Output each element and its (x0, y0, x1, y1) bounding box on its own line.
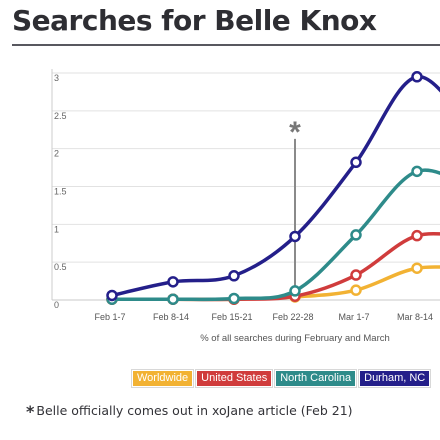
legend-item: United States (195, 369, 274, 388)
data-point (350, 284, 362, 296)
y-axis-ticks: 0 0.5 1 1.5 2 2.5 3 (54, 73, 67, 310)
series-line (110, 168, 440, 302)
chart-grid (51, 69, 440, 301)
y-tick-label: 2 (54, 149, 59, 159)
data-point (106, 289, 118, 302)
data-point (228, 292, 240, 305)
data-point (350, 156, 362, 169)
data-point (350, 269, 362, 281)
footnote: * Belle officially comes out in xoJane ar… (26, 402, 353, 421)
data-point (411, 229, 423, 242)
line-chart: 00.511.522.53 Feb 1-7 Feb 8-14 Feb 15-21 Fe… (51, 69, 440, 344)
legend-item: Durham, NC (358, 369, 432, 388)
data-point (289, 285, 301, 297)
y-tick-label: 3 (54, 73, 59, 83)
y-tick-label: 2.5 (54, 111, 67, 121)
x-tick-label: Mar 8-14 (397, 312, 433, 322)
series-layer (106, 71, 440, 305)
data-point (350, 229, 362, 241)
x-axis-label: % of all searches during February and Ma… (200, 333, 390, 344)
x-tick-label: Feb 8-14 (153, 312, 189, 322)
chart-title: Searches for Belle Knox (12, 4, 377, 37)
y-tick-label: 0 (54, 300, 59, 310)
x-tick-label: Feb 22-28 (272, 312, 313, 322)
chart-legend: Worldwide United States North Carolina Durh… (130, 369, 432, 388)
y-tick-label: 1.5 (54, 187, 67, 197)
data-point (411, 262, 423, 274)
x-tick-label: Feb 15-21 (211, 312, 252, 322)
data-point (167, 293, 179, 305)
data-point (289, 230, 301, 243)
data-point (411, 71, 423, 83)
x-axis-ticks: Feb 1-7 Feb 8-14 Feb 15-21 Feb 22-28 Mar 1-7… (94, 312, 433, 322)
data-point (167, 276, 179, 288)
footnote-marker: * (26, 402, 35, 421)
data-point (228, 270, 240, 282)
series-line (110, 231, 440, 302)
legend-item: North Carolina (274, 369, 358, 388)
legend-item: Worldwide (130, 369, 195, 388)
footnote-text: Belle officially comes out in xoJane art… (36, 403, 353, 418)
y-tick-label: 1 (54, 224, 59, 234)
annotation-layer: * (289, 116, 301, 300)
title-divider (12, 44, 440, 46)
x-tick-label: Feb 1-7 (94, 312, 125, 322)
y-tick-label: 0.5 (54, 262, 67, 272)
data-point (411, 165, 423, 178)
x-tick-label: Mar 1-7 (338, 312, 369, 322)
annotation-marker: * (289, 116, 301, 149)
